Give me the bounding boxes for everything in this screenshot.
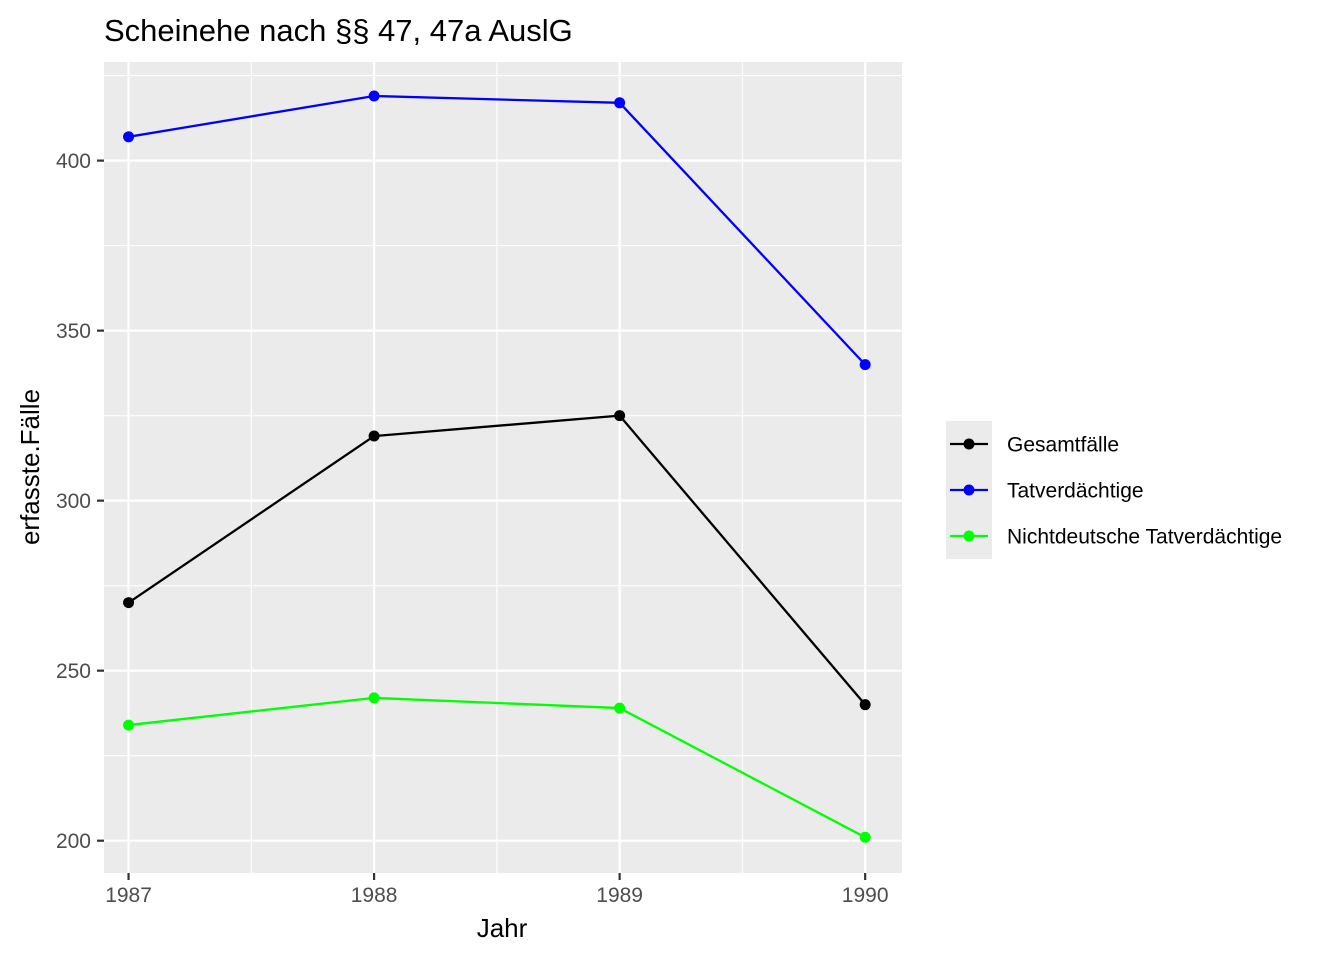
series-line	[127, 414, 867, 706]
data-point	[123, 719, 135, 731]
legend-label: Gesamtfälle	[1007, 434, 1119, 457]
data-point	[123, 131, 135, 143]
y-axis-title: erfasste.Fälle	[15, 389, 45, 545]
data-point	[368, 90, 380, 102]
series-line	[128, 94, 867, 366]
legend-label: Tatverdächtige	[1007, 480, 1144, 503]
x-tick-label: 1988	[351, 884, 398, 907]
x-axis-title: Jahr	[477, 913, 528, 943]
data-point	[859, 359, 871, 371]
minor-grid	[104, 62, 902, 873]
legend-label: Nichtdeutsche Tatverdächtige	[1007, 526, 1282, 549]
data-point	[614, 702, 626, 714]
y-axis: 200 250 300 350 400	[56, 150, 104, 853]
y-tick-label: 400	[56, 150, 91, 173]
data-point	[614, 410, 626, 422]
series-layer	[123, 90, 871, 843]
y-tick-label: 200	[56, 830, 91, 853]
legend: Gesamtfälle Tatverdächtige Nichtdeutsche T…	[946, 421, 1282, 559]
data-point	[859, 831, 871, 843]
x-axis: 1987 1988 1989 1990	[105, 873, 889, 907]
data-point	[123, 597, 135, 609]
x-tick-label: 1990	[842, 884, 889, 907]
data-point	[614, 97, 626, 109]
data-point	[368, 692, 380, 704]
legend-key-point	[963, 438, 975, 450]
x-tick-label: 1989	[596, 884, 643, 907]
y-tick-label: 300	[56, 490, 91, 513]
x-tick-label: 1987	[105, 884, 152, 907]
y-tick-label: 350	[56, 320, 91, 343]
series-line	[128, 696, 866, 839]
data-point	[368, 430, 380, 442]
legend-key-point	[963, 530, 975, 542]
y-tick-label: 250	[56, 660, 91, 683]
data-point	[859, 699, 871, 711]
legend-key-point	[963, 484, 975, 496]
plot-panel	[104, 62, 902, 873]
chart-title: Scheinehe nach §§ 47, 47a AuslG	[104, 13, 573, 48]
major-grid	[104, 62, 902, 873]
